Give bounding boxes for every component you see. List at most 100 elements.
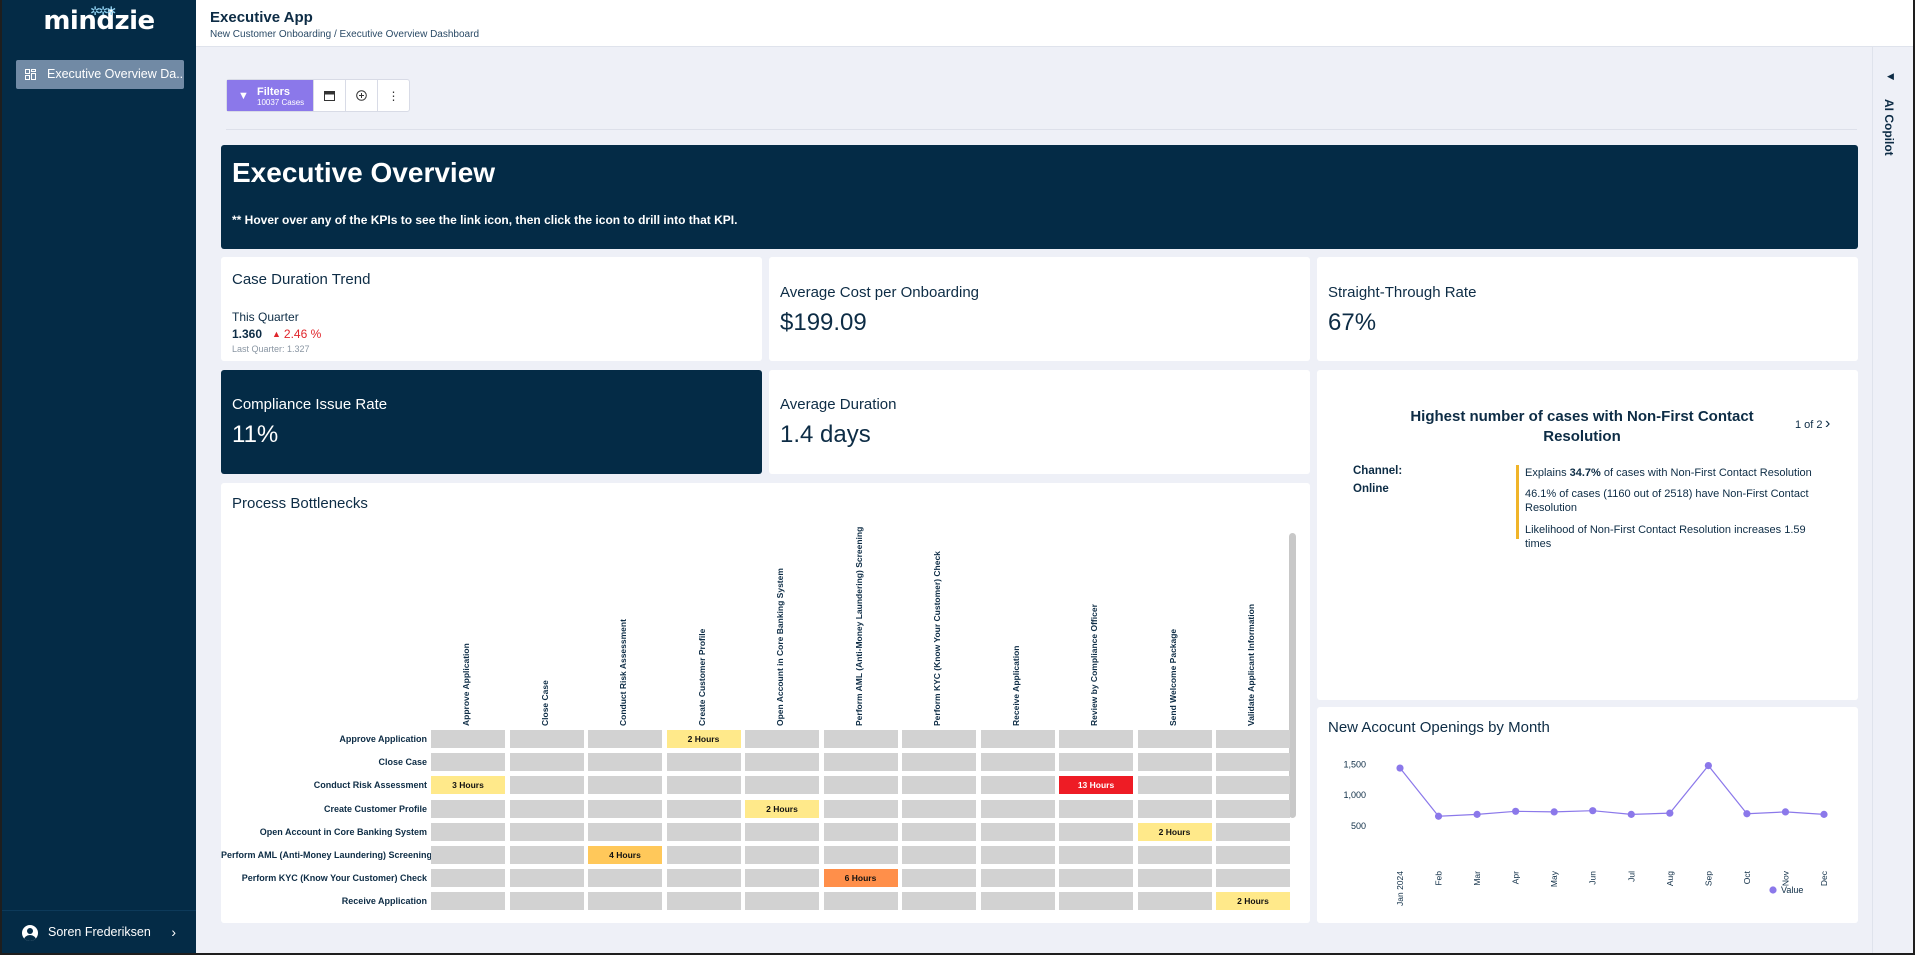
heatmap-cell[interactable]	[431, 753, 505, 772]
heatmap-cell[interactable]	[1216, 846, 1290, 864]
heatmap-cell[interactable]	[509, 846, 584, 864]
heatmap-cell[interactable]	[745, 869, 819, 888]
heatmap-cell[interactable]	[902, 730, 976, 748]
heatmap-cell[interactable]: 3 Hours	[431, 776, 505, 795]
heatmap-cell[interactable]: 2 Hours	[1137, 822, 1212, 841]
straight-through-rate-card[interactable]: Straight-Through Rate 67%	[1317, 257, 1858, 361]
heatmap-cell[interactable]	[980, 730, 1055, 748]
heatmap-cell[interactable]	[588, 892, 662, 911]
heatmap-cell[interactable]	[509, 822, 584, 841]
heatmap-cell[interactable]	[509, 869, 584, 888]
heatmap-cell[interactable]	[666, 846, 741, 864]
sidebar-item-executive-overview[interactable]: Executive Overview Da...	[16, 60, 184, 89]
heatmap-cell[interactable]	[666, 799, 741, 818]
heatmap-cell[interactable]	[1137, 776, 1212, 795]
heatmap-cell[interactable]	[666, 892, 741, 911]
heatmap-cell[interactable]	[745, 730, 819, 748]
heatmap-cell[interactable]	[980, 799, 1055, 818]
heatmap-cell[interactable]	[509, 799, 584, 818]
user-menu[interactable]: Soren Frederiksen ›	[2, 910, 196, 953]
heatmap-cell[interactable]	[431, 892, 505, 911]
heatmap-cell[interactable]	[902, 799, 976, 818]
heatmap-cell[interactable]	[666, 753, 741, 772]
heatmap-cell[interactable]: 2 Hours	[745, 799, 819, 818]
heatmap-cell[interactable]	[588, 730, 662, 748]
heatmap-cell[interactable]	[902, 846, 976, 864]
compliance-issue-rate-card[interactable]: Compliance Issue Rate 11%	[221, 370, 762, 474]
more-button[interactable]: ⋮	[377, 80, 409, 111]
heatmap-cell[interactable]	[588, 869, 662, 888]
heatmap-cell[interactable]	[1059, 822, 1133, 841]
heatmap-cell[interactable]	[1216, 776, 1290, 795]
heatmap-cell[interactable]	[1059, 799, 1133, 818]
heatmap-cell[interactable]	[745, 846, 819, 864]
heatmap-cell[interactable]	[980, 892, 1055, 911]
logo[interactable]: ✲✲✲ mindzie	[43, 4, 155, 36]
heatmap-cell[interactable]	[1137, 846, 1212, 864]
heatmap-cell[interactable]: 2 Hours	[1216, 892, 1290, 911]
heatmap-cell[interactable]	[1059, 869, 1133, 888]
heatmap-cell[interactable]	[431, 846, 505, 864]
heatmap-cell[interactable]	[823, 776, 898, 795]
heatmap-cell[interactable]	[509, 730, 584, 748]
heatmap-cell[interactable]	[666, 822, 741, 841]
ai-copilot-panel[interactable]: ◀ AI Copilot	[1872, 47, 1913, 953]
heatmap-cell[interactable]	[588, 776, 662, 795]
heatmap-cell[interactable]	[745, 822, 819, 841]
heatmap-cell[interactable]	[1216, 753, 1290, 772]
breadcrumb[interactable]: New Customer Onboarding / Executive Over…	[210, 29, 480, 40]
heatmap-cell[interactable]	[1137, 799, 1212, 818]
heatmap-cell[interactable]	[823, 730, 898, 748]
heatmap-cell[interactable]	[1059, 753, 1133, 772]
heatmap-cell[interactable]	[902, 822, 976, 841]
heatmap-cell[interactable]	[823, 799, 898, 818]
heatmap-cell[interactable]	[745, 776, 819, 795]
collapse-left-icon[interactable]: ◀	[1887, 71, 1894, 81]
add-button[interactable]	[345, 80, 377, 111]
heatmap-cell[interactable]	[980, 846, 1055, 864]
heatmap-cell[interactable]	[509, 892, 584, 911]
heatmap-cell[interactable]	[1059, 846, 1133, 864]
heatmap-cell[interactable]	[588, 822, 662, 841]
heatmap-cell[interactable]	[588, 753, 662, 772]
heatmap-cell[interactable]	[588, 799, 662, 818]
heatmap-cell[interactable]	[431, 799, 505, 818]
heatmap-cell[interactable]	[980, 869, 1055, 888]
calendar-button[interactable]	[313, 80, 345, 111]
heatmap-cell[interactable]	[1059, 892, 1133, 911]
heatmap-cell[interactable]	[666, 869, 741, 888]
heatmap-cell[interactable]	[823, 822, 898, 841]
heatmap-cell[interactable]	[1216, 730, 1290, 748]
heatmap-cell[interactable]	[980, 753, 1055, 772]
heatmap-cell[interactable]	[431, 869, 505, 888]
heatmap-cell[interactable]	[431, 730, 505, 748]
heatmap-cell[interactable]	[509, 776, 584, 795]
filters-button[interactable]: ▼ Filters 10037 Cases	[227, 80, 313, 111]
avg-cost-card[interactable]: Average Cost per Onboarding $199.09	[769, 257, 1310, 361]
heatmap-cell[interactable]	[745, 892, 819, 911]
heatmap-cell[interactable]	[902, 753, 976, 772]
heatmap-cell[interactable]	[1137, 892, 1212, 911]
heatmap-cell[interactable]	[902, 776, 976, 795]
vertical-scrollbar[interactable]	[1289, 533, 1296, 818]
heatmap-cell[interactable]	[902, 869, 976, 888]
heatmap-cell[interactable]: 4 Hours	[588, 846, 662, 864]
heatmap-cell[interactable]: 13 Hours	[1059, 776, 1133, 795]
heatmap-cell[interactable]	[1137, 869, 1212, 888]
heatmap-cell[interactable]	[666, 776, 741, 795]
heatmap-cell[interactable]	[902, 892, 976, 911]
heatmap-cell[interactable]	[1137, 730, 1212, 748]
heatmap-cell[interactable]	[823, 892, 898, 911]
heatmap-cell[interactable]	[431, 822, 505, 841]
heatmap-cell[interactable]	[1137, 753, 1212, 772]
heatmap-cell[interactable]: 6 Hours	[823, 869, 898, 888]
heatmap-cell[interactable]	[745, 753, 819, 772]
heatmap-cell[interactable]	[1216, 799, 1290, 818]
chevron-right-icon[interactable]: ›	[1825, 415, 1831, 432]
heatmap-cell[interactable]	[980, 822, 1055, 841]
heatmap-cell[interactable]	[1059, 730, 1133, 748]
heatmap-cell[interactable]	[509, 753, 584, 772]
heatmap-cell[interactable]	[1216, 869, 1290, 888]
heatmap-cell[interactable]	[1216, 822, 1290, 841]
heatmap-cell[interactable]	[823, 846, 898, 864]
